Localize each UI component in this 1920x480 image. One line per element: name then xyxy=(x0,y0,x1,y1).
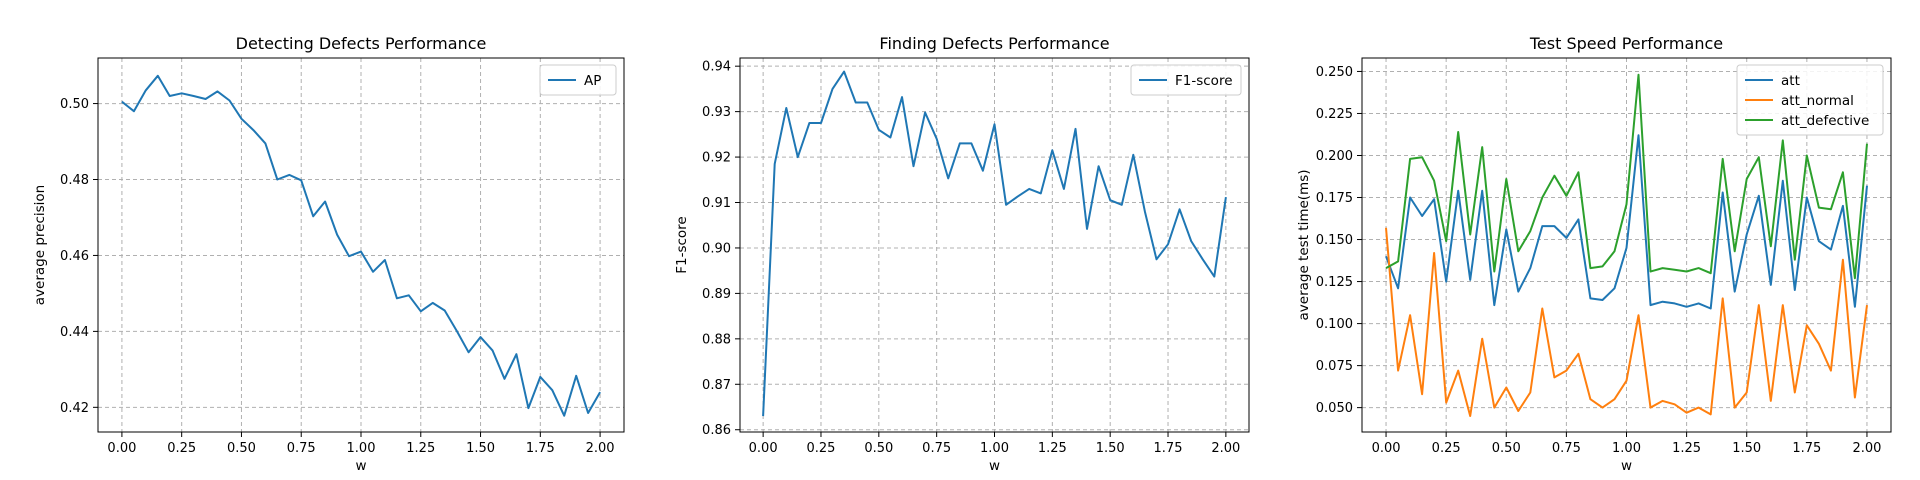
chart-panel-1: 0.00 0.25 0.50 0.75 1.00 1.25 1.50 1.75 2.00 0.42… xyxy=(32,34,625,474)
y-tick-label: 0.42 xyxy=(60,401,89,416)
x-tick-label: 1.75 xyxy=(526,441,555,456)
y-tick-label: 0.46 xyxy=(60,249,89,264)
x-tick-label: 2.00 xyxy=(1211,441,1240,456)
y-tick-label: 0.200 xyxy=(1316,149,1353,164)
x-tick-label: 1.00 xyxy=(980,441,1009,456)
x-tick-label: 1.00 xyxy=(1612,441,1641,456)
x-tick-label: 1.75 xyxy=(1154,441,1183,456)
x-tick-label: 0.25 xyxy=(1432,441,1461,456)
x-axis-label: w xyxy=(989,458,1000,474)
y-tick-label: 0.44 xyxy=(60,325,89,340)
x-tick-label: 1.25 xyxy=(1038,441,1067,456)
chart-panel-2: 0.00 0.25 0.50 0.75 1.00 1.25 1.50 1.75 2.00 0.86… xyxy=(674,34,1250,474)
y-tick-label: 0.88 xyxy=(702,332,731,347)
y-tick-label: 0.86 xyxy=(702,423,731,438)
y-tick-label: 0.050 xyxy=(1316,401,1353,416)
chart-title: Detecting Defects Performance xyxy=(236,34,487,53)
y-tick-label: 0.90 xyxy=(702,241,731,256)
legend-box xyxy=(1130,64,1242,96)
y-tick-label: 0.91 xyxy=(702,196,731,211)
legend: AP xyxy=(539,64,617,96)
y-tick-label: 0.48 xyxy=(60,173,89,188)
x-tick-label: 0.00 xyxy=(107,441,136,456)
y-tick-label: 0.075 xyxy=(1316,359,1353,374)
y-tick-label: 0.87 xyxy=(702,378,731,393)
y-tick-label: 0.225 xyxy=(1316,107,1353,122)
x-tick-label: 0.50 xyxy=(1492,441,1521,456)
x-tick-label: 1.50 xyxy=(1096,441,1125,456)
legend: F1-score xyxy=(1130,64,1242,96)
series-line-F1-score xyxy=(762,70,1227,417)
series-line-AP xyxy=(121,74,601,417)
legend: att att_normal att_defective xyxy=(1736,64,1884,136)
y-axis-label: average precision xyxy=(32,185,48,305)
x-tick-label: 1.00 xyxy=(347,441,376,456)
x-tick-label: 1.75 xyxy=(1792,441,1821,456)
legend-box xyxy=(539,64,617,96)
legend-label: att_normal xyxy=(1781,93,1854,109)
y-tick-label: 0.250 xyxy=(1316,65,1353,80)
series-line-att xyxy=(1385,134,1868,310)
x-tick-label: 1.25 xyxy=(1672,441,1701,456)
y-axis-label: average test time(ms) xyxy=(1296,170,1312,321)
legend-label: att_defective xyxy=(1781,113,1869,129)
x-tick-label: 0.25 xyxy=(167,441,196,456)
legend-box xyxy=(1736,64,1884,136)
x-axis-label: w xyxy=(1621,458,1632,474)
y-tick-label: 0.150 xyxy=(1316,233,1353,248)
x-tick-label: 0.25 xyxy=(807,441,836,456)
y-tick-label: 0.50 xyxy=(60,97,89,112)
chart-title: Test Speed Performance xyxy=(1529,34,1723,53)
x-tick-label: 0.75 xyxy=(287,441,316,456)
x-tick-label: 0.50 xyxy=(227,441,256,456)
x-tick-label: 1.50 xyxy=(466,441,495,456)
y-tick-label: 0.100 xyxy=(1316,317,1353,332)
y-axis-label: F1-score xyxy=(674,216,690,274)
y-tick-label: 0.92 xyxy=(702,151,731,166)
x-tick-label: 1.50 xyxy=(1732,441,1761,456)
x-tick-label: 1.25 xyxy=(406,441,435,456)
x-tick-label: 2.00 xyxy=(1852,441,1881,456)
series-line-att_defective xyxy=(1385,73,1868,280)
chart-panel-3: 0.00 0.25 0.50 0.75 1.00 1.25 1.50 1.75 2.00 0.05… xyxy=(1296,34,1892,474)
series-line-att_normal xyxy=(1385,227,1868,417)
y-tick-label: 0.93 xyxy=(702,105,731,120)
x-tick-label: 0.75 xyxy=(1552,441,1581,456)
x-tick-label: 0.00 xyxy=(749,441,778,456)
legend-label: F1-score xyxy=(1175,73,1233,89)
x-tick-label: 0.00 xyxy=(1372,441,1401,456)
y-tick-label: 0.125 xyxy=(1316,275,1353,290)
legend-label: att xyxy=(1781,73,1800,89)
legend-label: AP xyxy=(584,73,601,89)
x-tick-label: 2.00 xyxy=(586,441,615,456)
x-tick-label: 0.50 xyxy=(864,441,893,456)
x-tick-label: 0.75 xyxy=(922,441,951,456)
y-tick-label: 0.94 xyxy=(702,60,731,75)
y-tick-label: 0.89 xyxy=(702,287,731,302)
x-axis-label: w xyxy=(355,458,366,474)
y-tick-label: 0.175 xyxy=(1316,191,1353,206)
chart-title: Finding Defects Performance xyxy=(879,34,1109,53)
